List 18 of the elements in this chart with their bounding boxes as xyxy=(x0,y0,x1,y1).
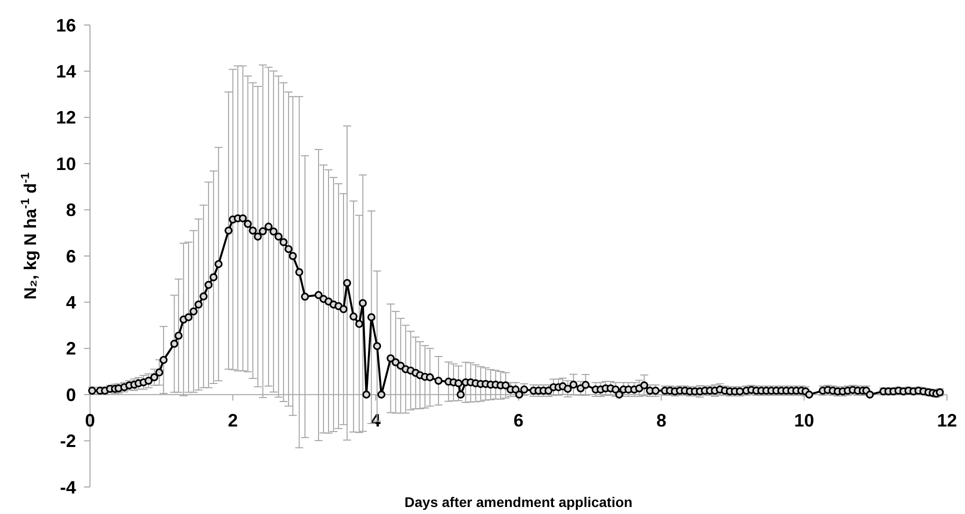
x-tick-label: 10 xyxy=(794,410,814,431)
y-tick-label: 12 xyxy=(56,108,76,128)
y-tick-label: 2 xyxy=(66,338,76,359)
y-tick-label: 10 xyxy=(56,154,76,174)
x-tick-label: 12 xyxy=(936,410,958,431)
y-tick-label: 16 xyxy=(56,15,76,36)
y-tick-label: 4 xyxy=(66,292,76,312)
y-tick-label: 14 xyxy=(56,62,76,82)
y-tick-label: 6 xyxy=(66,246,76,266)
y-tick-label: 8 xyxy=(66,200,76,220)
x-tick-label: 6 xyxy=(513,410,524,431)
y-tick-label: 0 xyxy=(66,384,76,405)
y-tick-label: -2 xyxy=(60,431,76,452)
x-tick-label: 0 xyxy=(84,410,96,431)
x-axis-title: Days after amendment application xyxy=(404,494,632,510)
y-tick-label: -4 xyxy=(60,477,76,498)
x-tick-label: 8 xyxy=(656,410,666,431)
x-tick-label: 2 xyxy=(228,410,238,431)
